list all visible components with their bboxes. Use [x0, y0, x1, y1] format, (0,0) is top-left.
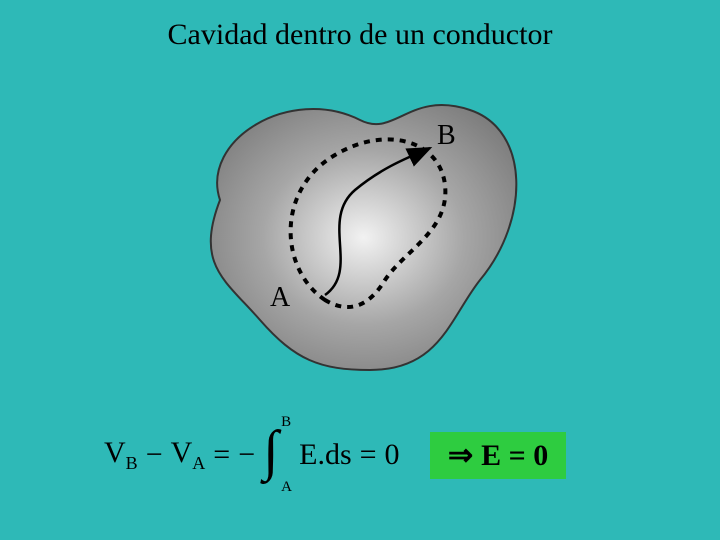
eq-equals1: = [213, 438, 230, 472]
eq-VA-sub: A [192, 453, 205, 473]
eq-equals2: = [360, 438, 377, 472]
eq-integral: B ∫ A [263, 420, 291, 490]
conductor-outer [211, 105, 517, 370]
eq-minus1: − [146, 438, 163, 472]
label-A: A [270, 282, 290, 314]
page-title: Cavidad dentro de un conductor [0, 18, 720, 52]
label-B: B [437, 120, 456, 152]
eq-zero: 0 [385, 438, 400, 472]
eq-integrand: E.ds [299, 438, 352, 472]
implies-arrow: ⇒ [448, 438, 473, 473]
result-box: ⇒ E = 0 [430, 432, 566, 479]
eq-VB-sym: V [104, 436, 126, 469]
eq-int-upper: B [281, 414, 291, 431]
result-text: E = 0 [481, 439, 548, 473]
conductor-svg [160, 70, 560, 390]
eq-VB-sub: B [126, 453, 138, 473]
potential-equation: VB − VA = − B ∫ A E.ds = 0 [100, 420, 404, 490]
eq-VA: VA [171, 436, 206, 474]
eq-int-sign: ∫ [263, 416, 278, 486]
eq-VB: VB [104, 436, 138, 474]
eq-int-lower: A [281, 479, 292, 496]
eq-neg: − [238, 438, 255, 472]
eq-VA-sym: V [171, 436, 193, 469]
conductor-diagram [160, 70, 560, 390]
